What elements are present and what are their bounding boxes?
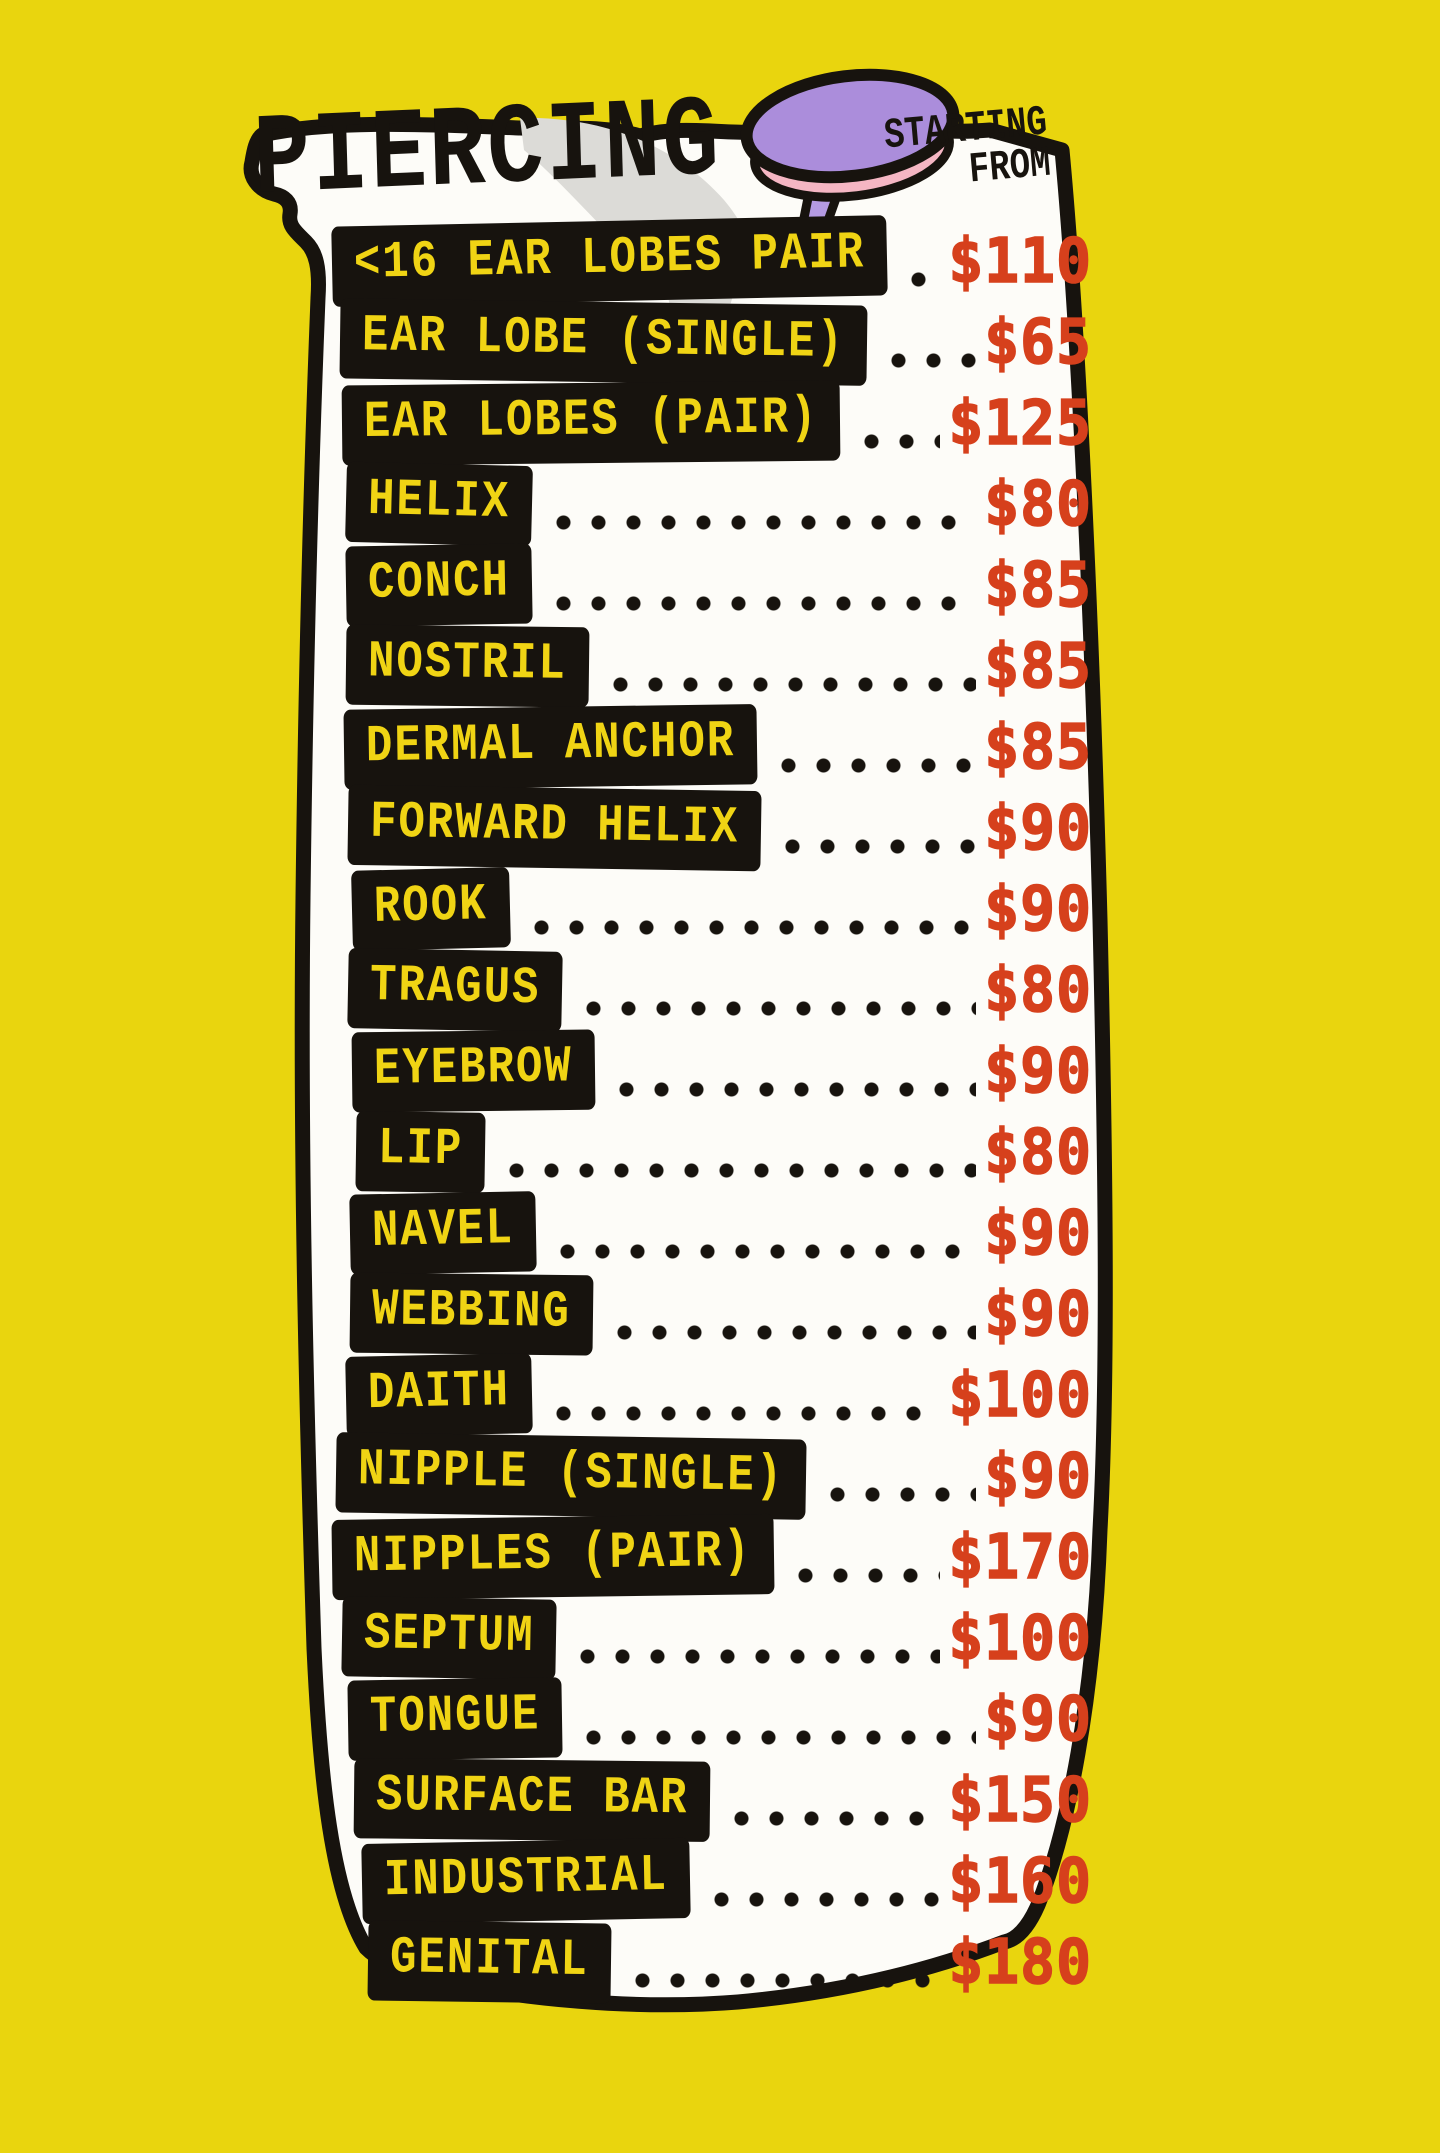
item-label: NOSTRIL [345,624,590,708]
dotted-leader [544,596,977,611]
price-row: DAITH $100 [345,1352,1092,1438]
item-price: $170 [948,1520,1092,1594]
price-row: EAR LOBE (SINGLE) $65 [339,298,1092,386]
item-price: $90 [983,1439,1092,1513]
item-price: $90 [983,1034,1092,1108]
item-price: $100 [948,1358,1092,1432]
price-row: NIPPLES (PAIR) $170 [331,1513,1092,1601]
dotted-leader [521,920,977,935]
item-label: CONCH [345,543,533,627]
dotted-leader [769,758,977,773]
dotted-leader [852,434,941,449]
price-row: HELIX $80 [345,461,1092,547]
item-price: $85 [983,548,1092,622]
item-label: SEPTUM [341,1596,558,1680]
price-row: INDUSTRIAL $160 [361,1837,1092,1925]
price-row: EAR LOBES (PAIR) $125 [341,380,1092,466]
item-label: NAVEL [349,1191,537,1275]
price-row: FORWARD HELIX $90 [347,784,1092,872]
item-label: EAR LOBE (SINGLE) [339,298,868,386]
item-price: $125 [948,386,1092,460]
item-label: LIP [355,1110,486,1194]
item-label: TONGUE [347,1677,564,1761]
price-row: <16 EAR LOBES PAIR $110 [331,215,1092,307]
item-label: NIPPLE (SINGLE) [335,1432,807,1520]
dotted-leader [600,677,977,692]
price-row: NOSTRIL $85 [345,624,1092,708]
item-price: $100 [948,1601,1092,1675]
item-label: HELIX [345,461,533,547]
dotted-leader [568,1649,941,1664]
dotted-leader [818,1487,977,1502]
item-price: $110 [948,224,1092,298]
item-price: $160 [948,1844,1092,1918]
item-label: FORWARD HELIX [347,784,762,872]
item-label: NIPPLES (PAIR) [331,1513,775,1601]
item-price: $90 [983,1682,1092,1756]
item-label: EYEBROW [351,1029,596,1113]
dotted-leader [544,1406,941,1421]
dotted-leader [606,1082,977,1097]
dotted-leader [574,1730,977,1745]
price-row: LIP $80 [355,1110,1092,1194]
dotted-leader [622,1973,941,1988]
dotted-leader [722,1811,941,1826]
item-label: DERMAL ANCHOR [343,703,758,791]
price-row: EYEBROW $90 [351,1029,1092,1113]
price-row: GENITAL $180 [367,1920,1092,2004]
item-label: TRAGUS [347,947,564,1033]
dotted-leader [574,1001,977,1016]
item-label: WEBBING [349,1272,594,1356]
item-price: $150 [948,1763,1092,1837]
item-price: $80 [983,953,1092,1027]
dotted-leader [899,272,941,287]
item-label: ROOK [351,866,511,952]
dotted-leader [878,353,977,368]
item-label: GENITAL [367,1920,612,2004]
item-price: $90 [983,1196,1092,1270]
price-row: TRAGUS $80 [347,947,1092,1033]
price-row: CONCH $85 [345,543,1092,627]
item-label: <16 EAR LOBES PAIR [331,215,889,307]
dotted-leader [544,515,977,530]
item-label: SURFACE BAR [353,1758,711,1842]
item-price: $85 [983,710,1092,784]
item-price: $90 [983,872,1092,946]
item-label: DAITH [345,1352,533,1438]
dotted-leader [548,1244,977,1259]
price-row: TONGUE $90 [347,1677,1092,1761]
item-price: $85 [983,629,1092,703]
dotted-leader [785,1568,941,1583]
item-price: $90 [983,791,1092,865]
price-row: DERMAL ANCHOR $85 [343,703,1092,791]
item-label: INDUSTRIAL [361,1837,691,1925]
dotted-leader [497,1163,977,1178]
dotted-leader [702,1892,941,1907]
price-row: NIPPLE (SINGLE) $90 [335,1432,1092,1520]
item-price: $80 [983,1115,1092,1189]
price-row: ROOK $90 [351,866,1092,952]
item-price: $80 [983,467,1092,541]
item-price: $65 [983,305,1092,379]
item-price: $180 [948,1925,1092,1999]
dotted-leader [604,1325,977,1340]
price-row: SURFACE BAR $150 [353,1758,1092,1842]
item-price: $90 [983,1277,1092,1351]
dotted-leader [773,839,977,854]
price-row: SEPTUM $100 [341,1596,1092,1680]
price-row: NAVEL $90 [349,1191,1092,1275]
price-row: WEBBING $90 [349,1272,1092,1356]
item-label: EAR LOBES (PAIR) [341,380,841,466]
